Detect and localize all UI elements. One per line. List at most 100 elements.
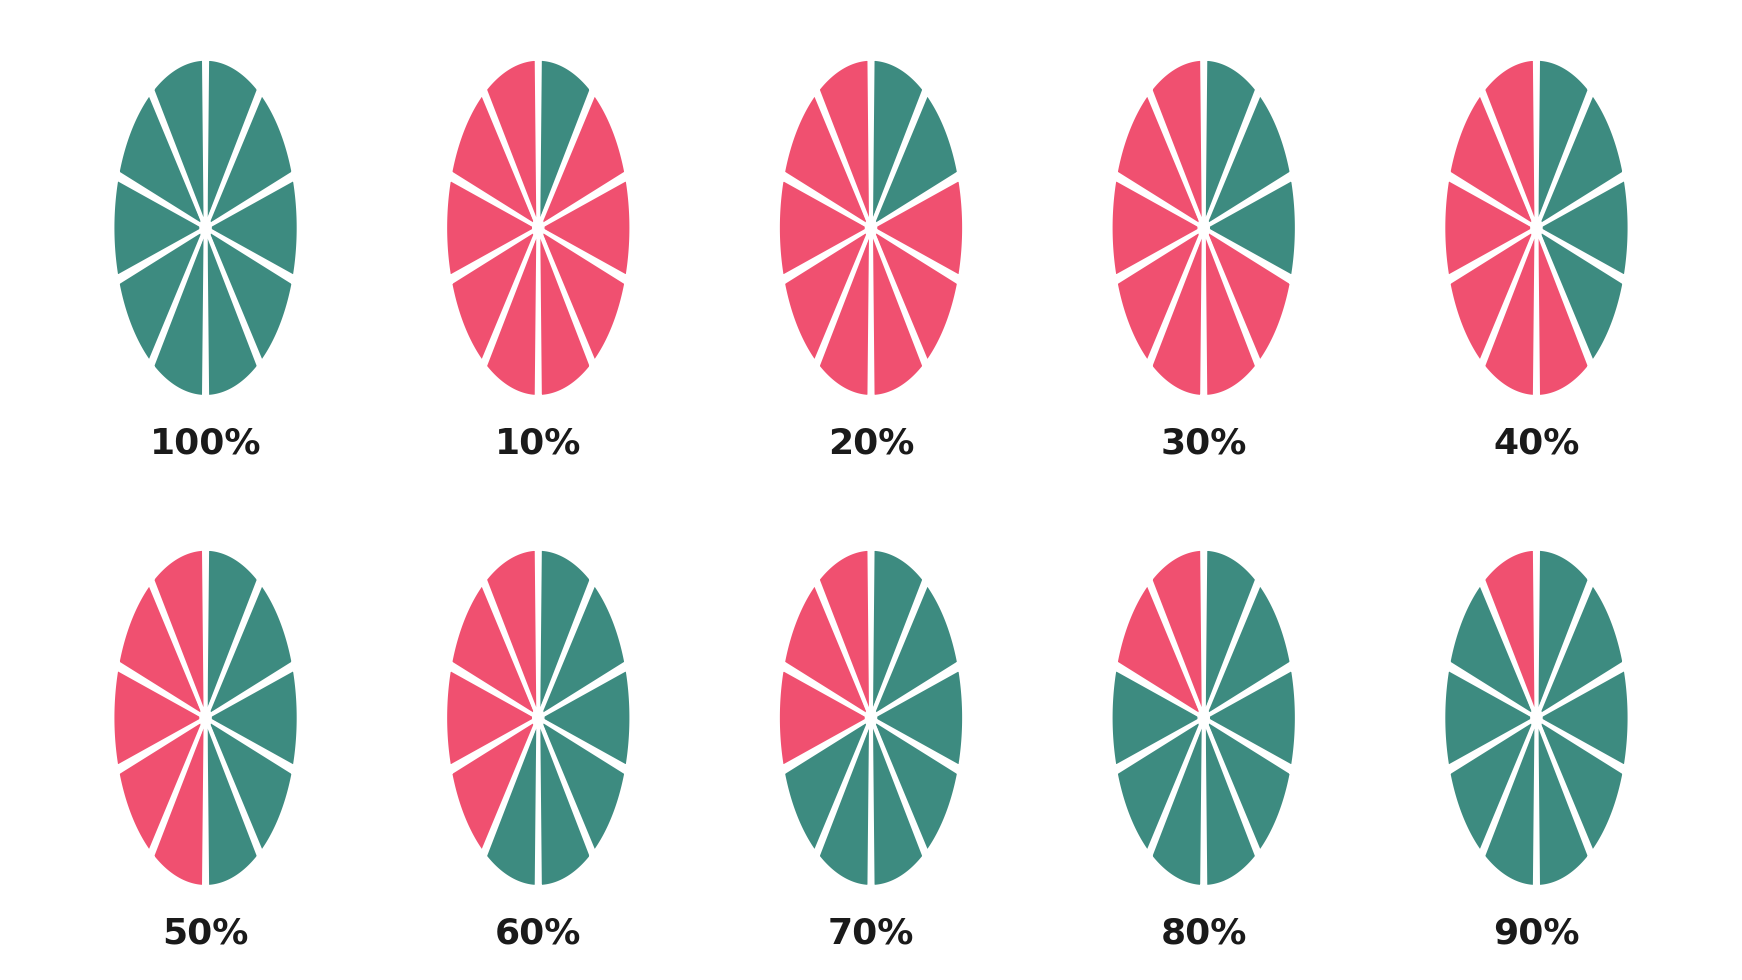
Ellipse shape	[1198, 218, 1209, 238]
PathPatch shape	[779, 178, 871, 277]
PathPatch shape	[538, 717, 627, 853]
PathPatch shape	[117, 717, 206, 853]
PathPatch shape	[871, 717, 925, 887]
PathPatch shape	[1115, 93, 1204, 228]
PathPatch shape	[1536, 228, 1625, 363]
PathPatch shape	[538, 549, 592, 717]
PathPatch shape	[484, 549, 538, 717]
PathPatch shape	[449, 93, 538, 228]
PathPatch shape	[206, 228, 260, 397]
PathPatch shape	[117, 583, 206, 717]
PathPatch shape	[1536, 717, 1625, 853]
PathPatch shape	[1482, 549, 1536, 717]
PathPatch shape	[206, 668, 298, 767]
PathPatch shape	[871, 93, 960, 228]
PathPatch shape	[1444, 668, 1536, 767]
PathPatch shape	[871, 178, 963, 277]
Text: 60%: 60%	[495, 916, 582, 951]
Text: 10%: 10%	[495, 426, 582, 461]
PathPatch shape	[1444, 178, 1536, 277]
PathPatch shape	[1448, 583, 1536, 717]
PathPatch shape	[1204, 178, 1296, 277]
PathPatch shape	[538, 178, 631, 277]
PathPatch shape	[1150, 549, 1204, 717]
Text: 30%: 30%	[1160, 426, 1247, 461]
PathPatch shape	[1448, 717, 1536, 853]
PathPatch shape	[1482, 59, 1536, 228]
PathPatch shape	[484, 59, 538, 228]
PathPatch shape	[1482, 717, 1536, 887]
Text: 100%: 100%	[150, 426, 261, 461]
PathPatch shape	[117, 228, 206, 363]
PathPatch shape	[206, 717, 260, 887]
PathPatch shape	[1448, 228, 1536, 363]
Ellipse shape	[533, 218, 544, 238]
PathPatch shape	[871, 228, 925, 397]
PathPatch shape	[113, 668, 206, 767]
PathPatch shape	[446, 178, 538, 277]
Ellipse shape	[1531, 218, 1542, 238]
PathPatch shape	[871, 228, 960, 363]
PathPatch shape	[538, 59, 592, 228]
PathPatch shape	[1448, 93, 1536, 228]
PathPatch shape	[538, 228, 627, 363]
PathPatch shape	[779, 668, 871, 767]
PathPatch shape	[1536, 178, 1629, 277]
PathPatch shape	[152, 717, 206, 887]
PathPatch shape	[782, 583, 871, 717]
PathPatch shape	[1482, 228, 1536, 397]
Ellipse shape	[1198, 708, 1209, 728]
PathPatch shape	[113, 178, 206, 277]
PathPatch shape	[1111, 668, 1204, 767]
Text: 50%: 50%	[162, 916, 249, 951]
PathPatch shape	[871, 717, 960, 853]
PathPatch shape	[206, 178, 298, 277]
Text: 70%: 70%	[827, 916, 915, 951]
PathPatch shape	[782, 228, 871, 363]
Ellipse shape	[1531, 708, 1542, 728]
PathPatch shape	[1204, 549, 1258, 717]
PathPatch shape	[1536, 717, 1590, 887]
PathPatch shape	[1536, 228, 1590, 397]
PathPatch shape	[1536, 668, 1629, 767]
Ellipse shape	[533, 708, 544, 728]
PathPatch shape	[206, 583, 294, 717]
PathPatch shape	[1536, 59, 1590, 228]
PathPatch shape	[1536, 93, 1625, 228]
Ellipse shape	[200, 708, 211, 728]
PathPatch shape	[206, 717, 294, 853]
PathPatch shape	[449, 583, 538, 717]
PathPatch shape	[152, 549, 206, 717]
Text: 90%: 90%	[1493, 916, 1580, 951]
Text: 20%: 20%	[827, 426, 915, 461]
PathPatch shape	[538, 583, 627, 717]
PathPatch shape	[1115, 717, 1204, 853]
PathPatch shape	[1204, 717, 1293, 853]
PathPatch shape	[484, 717, 538, 887]
PathPatch shape	[1204, 583, 1293, 717]
PathPatch shape	[1536, 583, 1625, 717]
PathPatch shape	[1204, 717, 1258, 887]
PathPatch shape	[538, 717, 592, 887]
PathPatch shape	[782, 93, 871, 228]
PathPatch shape	[538, 668, 631, 767]
PathPatch shape	[871, 549, 925, 717]
PathPatch shape	[1115, 228, 1204, 363]
PathPatch shape	[1204, 93, 1293, 228]
PathPatch shape	[206, 93, 294, 228]
PathPatch shape	[449, 228, 538, 363]
PathPatch shape	[1150, 717, 1204, 887]
PathPatch shape	[782, 717, 871, 853]
PathPatch shape	[449, 717, 538, 853]
PathPatch shape	[1150, 59, 1204, 228]
PathPatch shape	[1204, 228, 1293, 363]
PathPatch shape	[1536, 549, 1590, 717]
PathPatch shape	[446, 668, 538, 767]
Ellipse shape	[866, 218, 876, 238]
PathPatch shape	[538, 228, 592, 397]
PathPatch shape	[484, 228, 538, 397]
PathPatch shape	[1115, 583, 1204, 717]
PathPatch shape	[206, 549, 260, 717]
PathPatch shape	[1204, 59, 1258, 228]
PathPatch shape	[117, 93, 206, 228]
